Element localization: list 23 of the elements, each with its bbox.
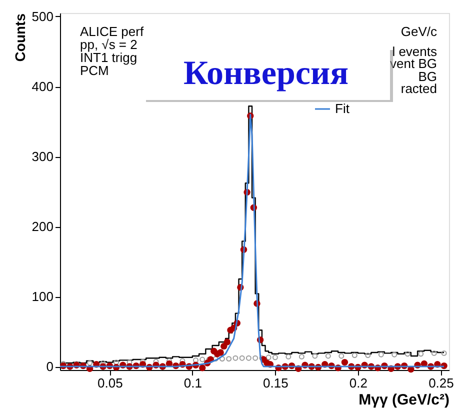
y-tick-label: 200 <box>32 219 54 234</box>
annotation: BG <box>418 69 437 84</box>
y-tick-label: 400 <box>32 79 54 94</box>
annotation: racted <box>400 81 437 96</box>
x-tick-label: 0.15 <box>263 376 288 390</box>
y-tick-label: 300 <box>32 149 54 164</box>
annotation: PCM <box>80 63 109 78</box>
annotation: vent BG <box>390 56 437 71</box>
annotation: GeV/c <box>400 24 438 39</box>
x-tick-label: 0.1 <box>184 376 202 390</box>
x-tick-label: 0.2 <box>349 376 368 390</box>
y-axis-title: Counts <box>12 13 28 62</box>
x-tick-label: 0.25 <box>428 376 454 390</box>
x-tick-label: 0.05 <box>98 376 123 390</box>
annotation: l events <box>392 44 438 59</box>
legend-label: Fit <box>335 101 350 116</box>
y-tick-label: 0 <box>46 359 54 374</box>
y-tick-label: 500 <box>32 9 54 24</box>
annotation: Конверсия <box>184 55 348 92</box>
y-tick-label: 100 <box>32 289 54 304</box>
annotation: ALICE perf <box>80 24 144 39</box>
x-axis-title: Mγγ (GeV/c²) <box>358 392 450 408</box>
annotation: pp, √s = 2 <box>80 37 138 52</box>
